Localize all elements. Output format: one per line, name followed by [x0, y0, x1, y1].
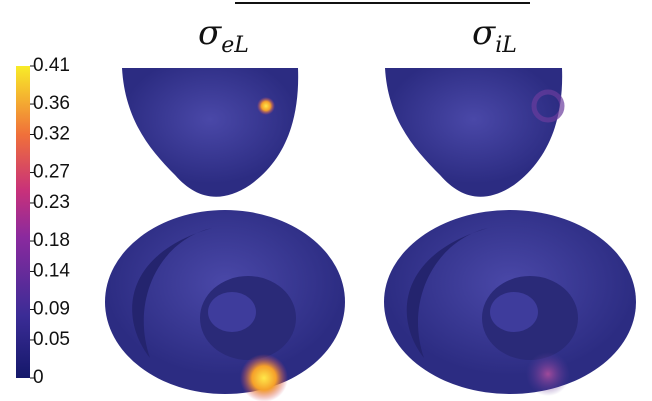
cavity: [208, 292, 256, 332]
symbol: σ: [198, 13, 222, 53]
tick-label: 0.41: [33, 55, 70, 76]
cavity: [490, 292, 538, 332]
hotspot: [531, 89, 565, 123]
panel-title: σiL: [472, 13, 517, 58]
hotspot: [257, 97, 275, 115]
panel-title: σeL: [198, 13, 249, 58]
tick-label: 0.23: [33, 192, 70, 213]
colorbar-gradient: [16, 66, 30, 378]
tick-label: 0.05: [33, 329, 70, 350]
subscript: iL: [495, 33, 517, 58]
colorbar: 0 0.05 0.09 0.14 0.18 0.23 0.27 0.32 0.36 0.41: [16, 55, 70, 388]
titles: σeL σiL: [198, 13, 517, 58]
tick-label: 0: [33, 367, 44, 388]
hotspot: [526, 352, 570, 396]
tick-label: 0.36: [33, 93, 70, 114]
tick-label: 0.32: [33, 124, 70, 145]
tick-label: 0.09: [33, 299, 70, 320]
tick-label: 0.18: [33, 230, 70, 251]
subscript: eL: [221, 33, 249, 58]
tick-label: 0.14: [33, 260, 70, 281]
hotspot: [240, 354, 288, 401]
heart-top-right: [385, 68, 563, 197]
tick-label: 0.27: [33, 162, 70, 183]
symbol: σ: [472, 13, 496, 53]
heart-top-left: [122, 68, 299, 197]
